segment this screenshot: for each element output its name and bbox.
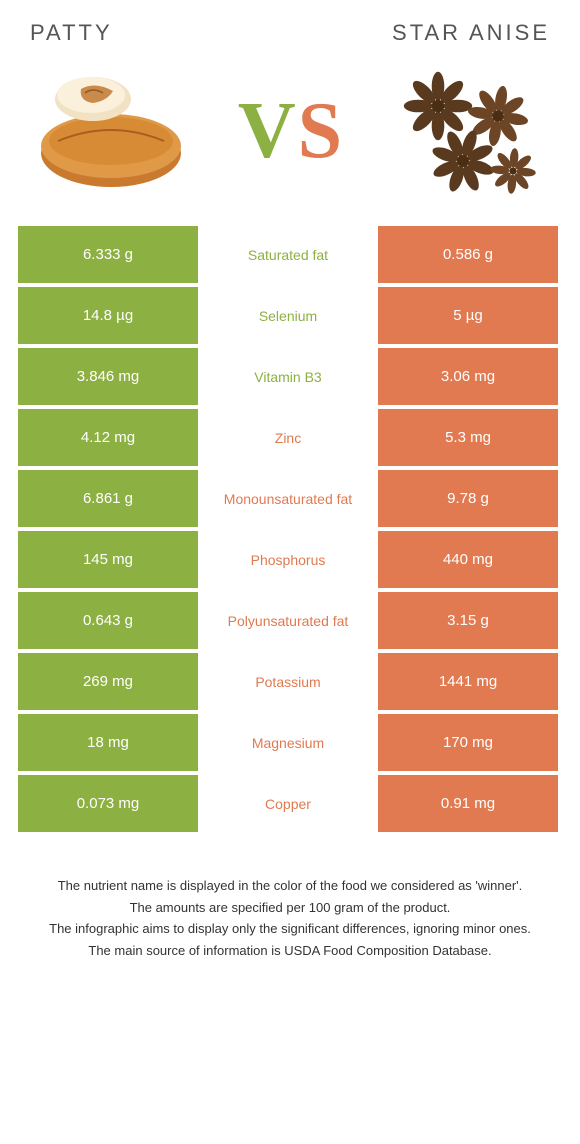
vs-block: V S: [238, 86, 342, 177]
footer-line-1: The nutrient name is displayed in the co…: [30, 876, 550, 896]
table-row: 145 mgPhosphorus440 mg: [18, 531, 562, 588]
patty-image: [30, 66, 195, 196]
left-value-cell: 145 mg: [18, 531, 198, 588]
right-value-cell: 170 mg: [378, 714, 558, 771]
left-value-cell: 0.073 mg: [18, 775, 198, 832]
nutrient-label-cell: Monounsaturated fat: [198, 470, 378, 527]
right-value-cell: 1441 mg: [378, 653, 558, 710]
left-value-cell: 14.8 µg: [18, 287, 198, 344]
nutrient-label-cell: Saturated fat: [198, 226, 378, 283]
table-row: 0.073 mgCopper0.91 mg: [18, 775, 562, 832]
patty-icon: [33, 71, 193, 191]
right-value-cell: 5.3 mg: [378, 409, 558, 466]
table-row: 269 mgPotassium1441 mg: [18, 653, 562, 710]
images-row: V S: [0, 56, 580, 226]
right-value-cell: 3.15 g: [378, 592, 558, 649]
table-row: 18 mgMagnesium170 mg: [18, 714, 562, 771]
nutrient-label-cell: Copper: [198, 775, 378, 832]
nutrient-label-cell: Polyunsaturated fat: [198, 592, 378, 649]
left-value-cell: 269 mg: [18, 653, 198, 710]
left-value-cell: 6.861 g: [18, 470, 198, 527]
right-value-cell: 0.586 g: [378, 226, 558, 283]
right-value-cell: 5 µg: [378, 287, 558, 344]
header-row: Patty Star Anise: [0, 0, 580, 56]
nutrient-label-cell: Vitamin B3: [198, 348, 378, 405]
footer-line-3: The infographic aims to display only the…: [30, 919, 550, 939]
footer-notes: The nutrient name is displayed in the co…: [0, 836, 580, 982]
left-value-cell: 18 mg: [18, 714, 198, 771]
table-row: 14.8 µgSelenium5 µg: [18, 287, 562, 344]
right-value-cell: 3.06 mg: [378, 348, 558, 405]
left-value-cell: 3.846 mg: [18, 348, 198, 405]
nutrient-label-cell: Magnesium: [198, 714, 378, 771]
nutrient-label-cell: Selenium: [198, 287, 378, 344]
table-row: 6.333 gSaturated fat0.586 g: [18, 226, 562, 283]
left-food-title: Patty: [30, 20, 113, 46]
nutrient-label-cell: Zinc: [198, 409, 378, 466]
table-row: 4.12 mgZinc5.3 mg: [18, 409, 562, 466]
left-value-cell: 6.333 g: [18, 226, 198, 283]
comparison-table: 6.333 gSaturated fat0.586 g14.8 µgSeleni…: [0, 226, 580, 832]
footer-line-4: The main source of information is USDA F…: [30, 941, 550, 961]
footer-line-2: The amounts are specified per 100 gram o…: [30, 898, 550, 918]
star-anise-icon: [388, 66, 548, 196]
right-value-cell: 440 mg: [378, 531, 558, 588]
left-value-cell: 4.12 mg: [18, 409, 198, 466]
nutrient-label-cell: Potassium: [198, 653, 378, 710]
vs-letter-s: S: [298, 86, 343, 177]
star-anise-image: [385, 66, 550, 196]
vs-letter-v: V: [238, 86, 296, 177]
table-row: 3.846 mgVitamin B33.06 mg: [18, 348, 562, 405]
right-value-cell: 9.78 g: [378, 470, 558, 527]
table-row: 6.861 gMonounsaturated fat9.78 g: [18, 470, 562, 527]
table-row: 0.643 gPolyunsaturated fat3.15 g: [18, 592, 562, 649]
right-value-cell: 0.91 mg: [378, 775, 558, 832]
left-value-cell: 0.643 g: [18, 592, 198, 649]
right-food-title: Star Anise: [392, 20, 550, 46]
nutrient-label-cell: Phosphorus: [198, 531, 378, 588]
